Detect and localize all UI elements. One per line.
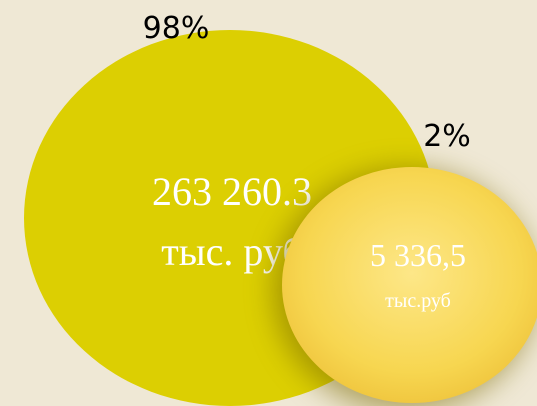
small-unit: тыс.руб [385,290,451,312]
large-value: 263 260.3 [152,169,312,214]
small-ellipse [282,167,537,403]
small-value: 5 336,5 [370,237,466,273]
small-percent: 2% [423,119,471,154]
large-percent: 98% [143,11,210,46]
